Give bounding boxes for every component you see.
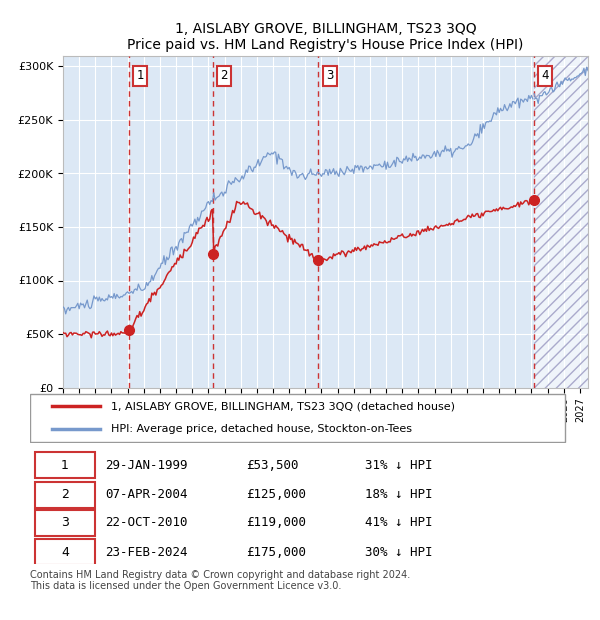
FancyBboxPatch shape [30,394,565,442]
Text: 07-APR-2004: 07-APR-2004 [106,488,188,501]
Text: 23-FEB-2024: 23-FEB-2024 [106,546,188,559]
Text: 1: 1 [136,69,144,82]
Bar [534,56,588,388]
Title: 1, AISLABY GROVE, BILLINGHAM, TS23 3QQ
Price paid vs. HM Land Registry's House P: 1, AISLABY GROVE, BILLINGHAM, TS23 3QQ P… [127,22,524,52]
Text: 4: 4 [61,546,69,559]
Text: Contains HM Land Registry data © Crown copyright and database right 2024.
This d: Contains HM Land Registry data © Crown c… [30,570,410,591]
FancyBboxPatch shape [35,482,95,508]
Text: 29-JAN-1999: 29-JAN-1999 [106,459,188,472]
Text: 31% ↓ HPI: 31% ↓ HPI [365,459,432,472]
Text: 22-OCT-2010: 22-OCT-2010 [106,516,188,529]
FancyBboxPatch shape [35,539,95,565]
Text: 1, AISLABY GROVE, BILLINGHAM, TS23 3QQ (detached house): 1, AISLABY GROVE, BILLINGHAM, TS23 3QQ (… [111,401,455,411]
FancyBboxPatch shape [35,510,95,536]
Bar [534,56,588,388]
Text: 4: 4 [541,69,549,82]
Text: 3: 3 [326,69,334,82]
Text: 3: 3 [61,516,69,529]
Text: £175,000: £175,000 [246,546,306,559]
Text: 2: 2 [61,488,69,501]
Text: £53,500: £53,500 [246,459,299,472]
Text: 1: 1 [61,459,69,472]
Text: £119,000: £119,000 [246,516,306,529]
FancyBboxPatch shape [35,452,95,478]
Text: 2: 2 [220,69,228,82]
Text: 30% ↓ HPI: 30% ↓ HPI [365,546,432,559]
Text: HPI: Average price, detached house, Stockton-on-Tees: HPI: Average price, detached house, Stoc… [111,424,412,434]
Text: £125,000: £125,000 [246,488,306,501]
Text: 18% ↓ HPI: 18% ↓ HPI [365,488,432,501]
Text: 41% ↓ HPI: 41% ↓ HPI [365,516,432,529]
